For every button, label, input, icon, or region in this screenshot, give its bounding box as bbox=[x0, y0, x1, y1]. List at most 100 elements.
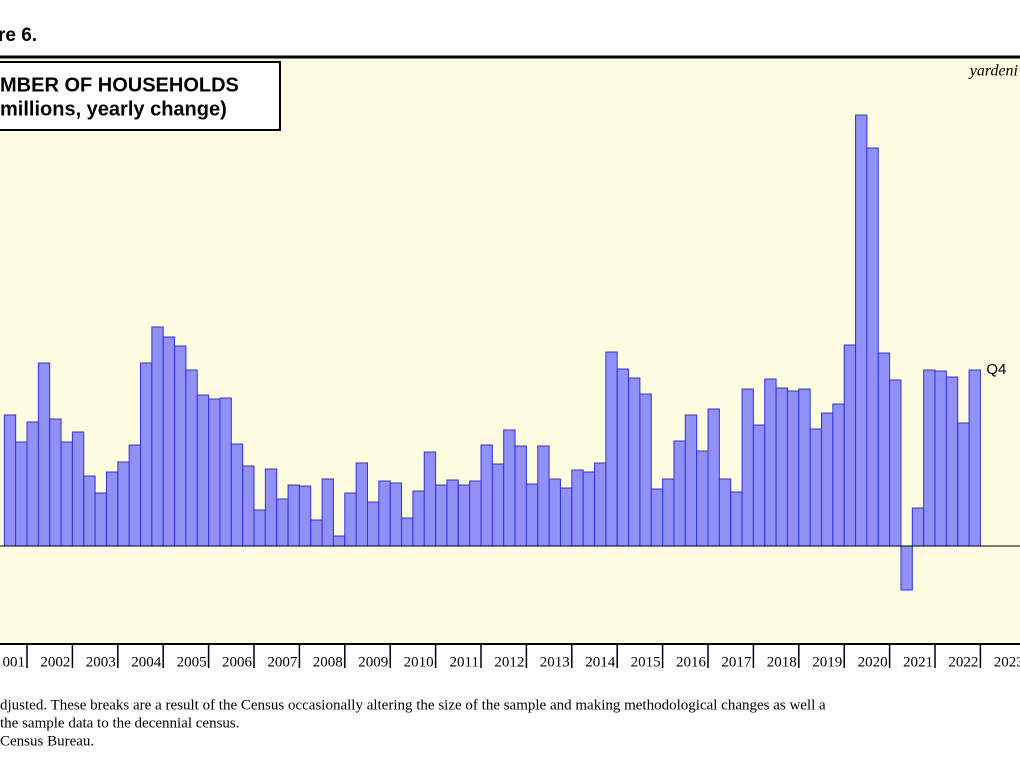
bar bbox=[616, 368, 630, 547]
x-tick-label: 2019 bbox=[812, 654, 842, 670]
figure-label: re 6. bbox=[0, 25, 37, 46]
chart-subtitle: millions, yearly change) bbox=[0, 98, 227, 120]
x-tick-label: 2008 bbox=[313, 654, 343, 670]
bar bbox=[480, 444, 493, 547]
bar bbox=[911, 507, 925, 547]
bar bbox=[94, 492, 107, 547]
bar bbox=[900, 545, 913, 591]
bar bbox=[582, 471, 596, 547]
bar bbox=[957, 422, 970, 547]
bar bbox=[798, 388, 811, 547]
bar bbox=[355, 462, 368, 547]
bar bbox=[945, 376, 959, 547]
bar bbox=[730, 491, 743, 547]
bar bbox=[3, 414, 17, 547]
bar bbox=[855, 114, 868, 547]
bar bbox=[83, 475, 96, 547]
bar bbox=[491, 463, 505, 547]
bar bbox=[105, 471, 119, 547]
bar bbox=[321, 478, 334, 547]
bar bbox=[934, 370, 947, 547]
bar bbox=[230, 443, 244, 547]
bar bbox=[968, 369, 981, 547]
x-tick-label: 001 bbox=[3, 654, 26, 670]
bar bbox=[332, 535, 346, 547]
bar bbox=[185, 369, 198, 547]
bar bbox=[866, 147, 879, 547]
bar bbox=[594, 462, 607, 547]
bar bbox=[662, 478, 675, 547]
bar bbox=[264, 468, 278, 547]
bar bbox=[514, 445, 527, 547]
footnote: the sample data to the decennial census. bbox=[0, 715, 240, 731]
bar bbox=[117, 461, 130, 547]
bar bbox=[684, 414, 698, 547]
bar bbox=[140, 362, 153, 547]
bar bbox=[786, 390, 800, 547]
bar bbox=[718, 478, 732, 547]
x-tick-label: 2003 bbox=[86, 654, 116, 670]
x-tick-label: 2012 bbox=[494, 654, 524, 670]
bar bbox=[605, 351, 618, 547]
bar bbox=[344, 492, 357, 547]
bar bbox=[151, 326, 164, 547]
x-tick-label: 2023 bbox=[994, 654, 1020, 670]
bar bbox=[525, 483, 539, 547]
x-tick-label: 2002 bbox=[40, 654, 70, 670]
footnote: Census Bureau. bbox=[0, 733, 94, 749]
x-tick-label: 2021 bbox=[903, 654, 933, 670]
bar bbox=[435, 484, 448, 547]
bar bbox=[877, 352, 891, 547]
bar bbox=[503, 429, 516, 547]
bar bbox=[650, 488, 664, 547]
x-tick-label: 2018 bbox=[767, 654, 797, 670]
footnote: djusted. These breaks are a result of th… bbox=[0, 697, 826, 713]
x-tick-label: 2004 bbox=[131, 654, 162, 670]
bar bbox=[809, 428, 823, 547]
bar bbox=[469, 480, 482, 547]
bar bbox=[741, 388, 754, 547]
bar bbox=[367, 501, 380, 547]
x-tick-label: 2013 bbox=[540, 654, 570, 670]
x-tick-label: 2010 bbox=[404, 654, 434, 670]
x-tick-label: 2011 bbox=[450, 654, 479, 670]
bar bbox=[162, 336, 176, 547]
bar bbox=[253, 509, 266, 547]
x-tick-label: 2020 bbox=[858, 654, 888, 670]
annotation: Q4 bbox=[986, 361, 1006, 378]
bar bbox=[49, 418, 62, 547]
title-box bbox=[0, 61, 281, 131]
bar bbox=[378, 480, 391, 547]
bar bbox=[310, 519, 323, 547]
bar bbox=[60, 441, 73, 547]
x-tick-label: 2015 bbox=[631, 654, 661, 670]
bar bbox=[752, 424, 766, 547]
bar bbox=[843, 344, 857, 547]
bar bbox=[412, 490, 425, 547]
x-tick-label: 2016 bbox=[676, 654, 707, 670]
x-tick-label: 2006 bbox=[222, 654, 253, 670]
bar bbox=[707, 408, 720, 547]
bar bbox=[696, 450, 709, 547]
bar bbox=[276, 498, 289, 547]
bar bbox=[71, 431, 85, 547]
x-tick-label: 2022 bbox=[948, 654, 978, 670]
bar bbox=[446, 479, 459, 547]
bar bbox=[775, 387, 788, 547]
x-tick-label: 2009 bbox=[358, 654, 388, 670]
bar bbox=[37, 362, 51, 547]
source: yardeni bbox=[968, 63, 1018, 80]
bar bbox=[26, 421, 39, 547]
bar bbox=[298, 485, 312, 547]
bar bbox=[401, 517, 414, 547]
bar bbox=[571, 469, 584, 547]
x-tick-label: 2017 bbox=[721, 654, 752, 670]
x-tick-label: 2005 bbox=[177, 654, 207, 670]
bar bbox=[923, 369, 936, 547]
bar bbox=[128, 444, 141, 547]
bar bbox=[423, 451, 437, 547]
bar bbox=[196, 394, 210, 547]
bar bbox=[821, 412, 834, 547]
